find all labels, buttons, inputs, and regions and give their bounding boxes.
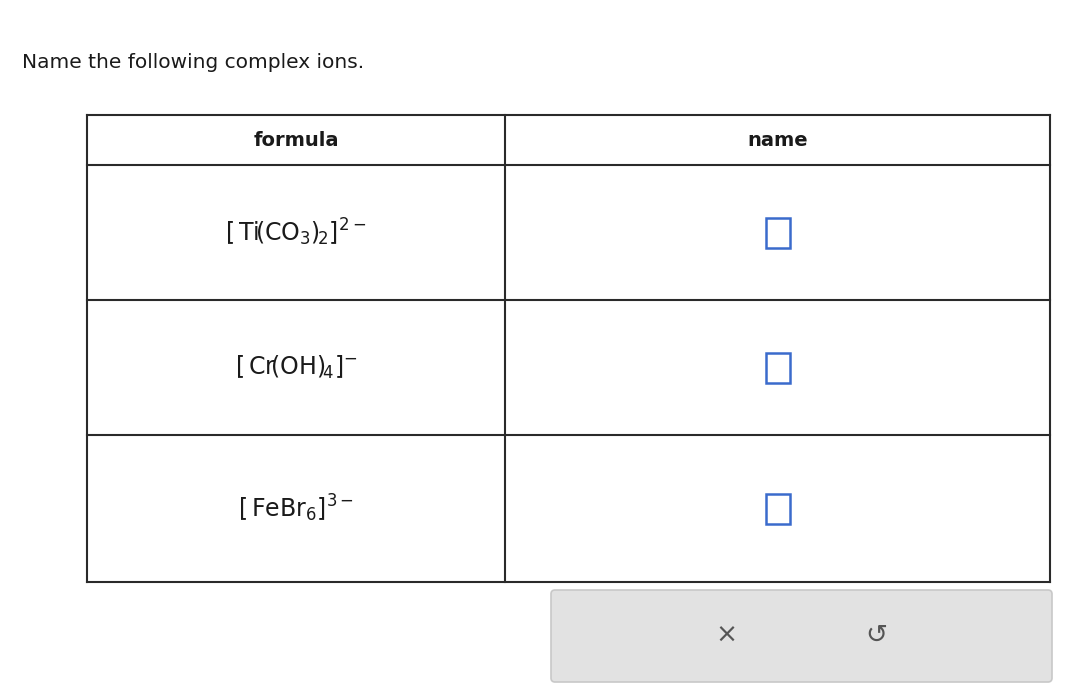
Bar: [765, 493, 789, 524]
Text: formula: formula: [253, 131, 339, 149]
Bar: [765, 352, 789, 383]
FancyBboxPatch shape: [551, 590, 1052, 682]
Text: ↺: ↺: [865, 623, 888, 649]
Text: name: name: [747, 131, 808, 149]
Text: ×: ×: [715, 623, 738, 649]
Text: $\left[\,\mathrm{FeBr_6}\right]^{3-}$: $\left[\,\mathrm{FeBr_6}\right]^{3-}$: [238, 493, 354, 525]
Text: Name the following complex ions.: Name the following complex ions.: [23, 53, 364, 71]
Bar: [765, 217, 789, 248]
Text: $\left[\,\mathrm{Cr}\!\left(\mathrm{OH}\right)_{\!4}\right]^{-}$: $\left[\,\mathrm{Cr}\!\left(\mathrm{OH}\…: [235, 354, 357, 381]
Text: $\left[\,\mathrm{Ti}\!\left(\mathrm{CO_3}\right)_{\!2}\right]^{2-}$: $\left[\,\mathrm{Ti}\!\left(\mathrm{CO_3…: [225, 217, 367, 248]
